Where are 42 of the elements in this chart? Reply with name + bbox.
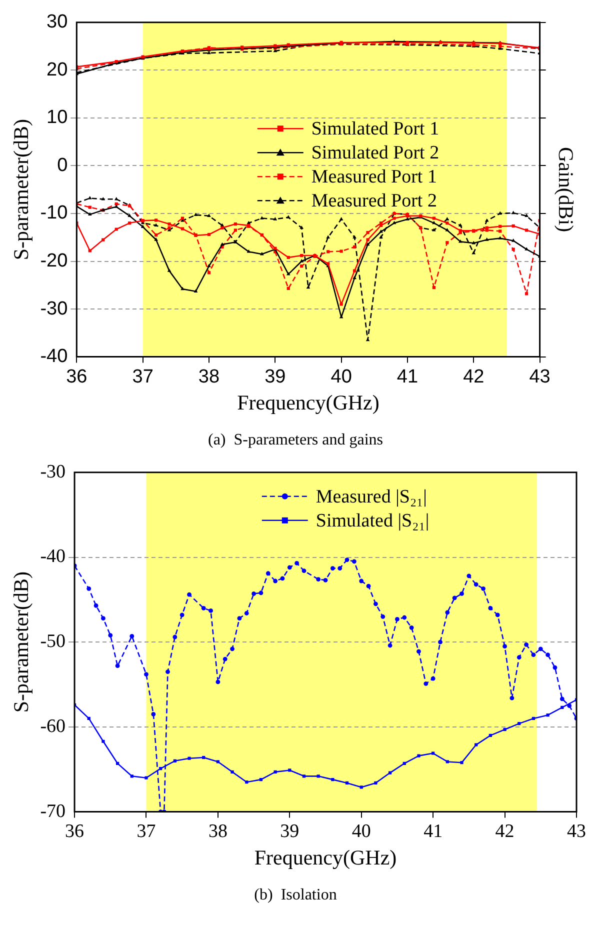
- x-tick-label: 39: [280, 821, 300, 842]
- y-tick-label: -40: [40, 546, 66, 568]
- x-axis-title: Frequency(GHz): [254, 846, 397, 870]
- y-tick-label: -50: [40, 631, 66, 652]
- x-tick-label: 40: [352, 821, 371, 842]
- legend-label: Measured |S₂₁|: [316, 486, 427, 508]
- legend-label: Measured Port 2: [311, 190, 437, 212]
- legend-label: Simulated |S₂₁|: [316, 510, 430, 532]
- y-tick-label: 10: [46, 107, 68, 128]
- text: (a) S-parameters and gains: [208, 432, 384, 449]
- x-tick-label: 43: [529, 366, 550, 388]
- x-tick-label: 40: [330, 366, 352, 388]
- x-tick-label: 37: [132, 366, 154, 388]
- y2-axis-title: Gain(dBi): [554, 147, 578, 232]
- y-tick-label: -40: [40, 346, 68, 368]
- y-tick-label: 0: [57, 154, 68, 176]
- x-tick-label: 41: [424, 821, 443, 842]
- x-axis-title: Frequency(GHz): [237, 390, 380, 415]
- legend-label: Measured Port 1: [311, 166, 437, 188]
- x-tick-label: 37: [136, 821, 156, 842]
- y-tick-label: 20: [46, 59, 68, 80]
- y-tick-label: -60: [40, 716, 66, 737]
- x-tick-label: 41: [396, 366, 418, 388]
- x-tick-label: 42: [463, 366, 484, 388]
- legend-label: Simulated Port 1: [311, 118, 440, 140]
- y-tick-label: -30: [40, 461, 66, 482]
- text: (b) Isolation: [254, 886, 337, 904]
- y-tick-label: 30: [46, 12, 68, 33]
- y-tick-label: -70: [40, 800, 66, 822]
- y-tick-label: -20: [40, 250, 68, 272]
- y-tick-label: -30: [40, 298, 68, 320]
- x-tick-label: 38: [198, 366, 220, 388]
- y-tick-label: -10: [40, 202, 68, 224]
- y-axis-title: S-parameter(dB): [9, 572, 34, 713]
- x-tick-label: 43: [567, 821, 586, 842]
- x-tick-label: 42: [495, 821, 514, 842]
- x-tick-label: 36: [66, 366, 88, 388]
- y-axis-title: S-parameter(dB): [9, 119, 34, 260]
- x-tick-label: 36: [65, 821, 84, 842]
- x-tick-label: 38: [208, 821, 228, 842]
- legend-label: Simulated Port 2: [311, 142, 440, 164]
- x-tick-label: 39: [264, 366, 286, 388]
